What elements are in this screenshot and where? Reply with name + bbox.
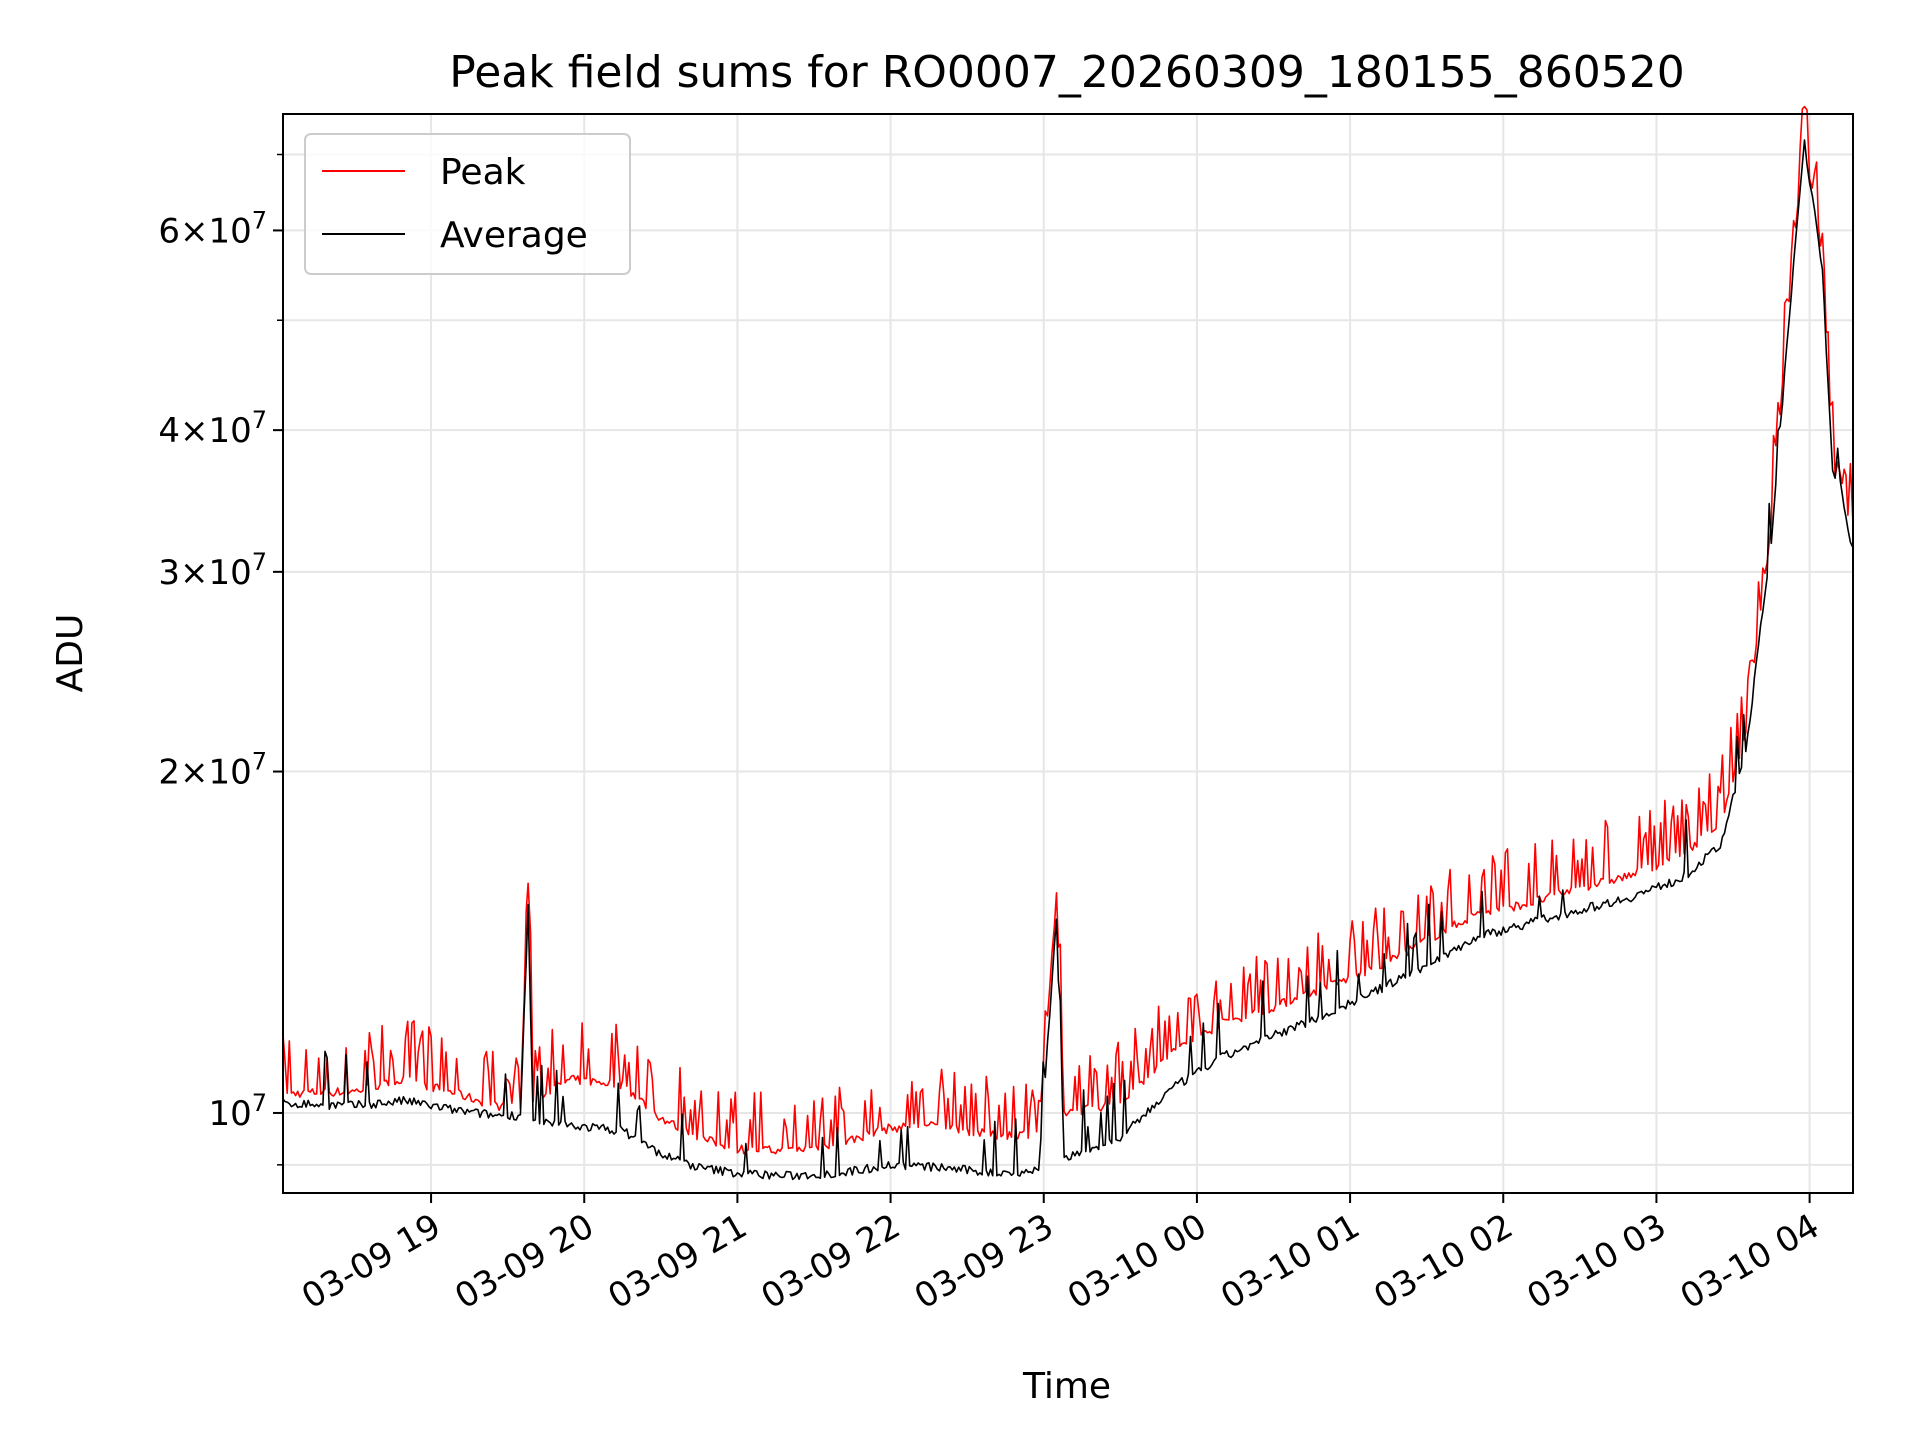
plot-frame (282, 113, 1854, 1194)
legend-box (304, 133, 631, 275)
x-tick-label: 03-09 22 (755, 1206, 907, 1317)
legend-label: Average (440, 215, 588, 256)
x-tick-label: 03-09 23 (908, 1206, 1060, 1317)
series-line-average (282, 139, 1854, 1181)
axes: 03-09 19 03-09 20 03-09 21 03-09 22 03-09 23… (158, 113, 1854, 1317)
y-tick-label: 107 (208, 1089, 267, 1134)
x-tick-label: 03-09 20 (448, 1206, 600, 1317)
series-layer (282, 105, 1854, 1181)
x-axis-label: Time (1022, 1366, 1111, 1407)
y-tick-label: 2×107 (158, 748, 267, 793)
chart-title: Peak field sums for RO0007_20260309_1801… (449, 47, 1685, 98)
y-tick-label: 6×107 (158, 206, 267, 251)
x-tick-label: 03-10 02 (1367, 1206, 1519, 1317)
y-tick-label: 3×107 (158, 548, 267, 593)
x-tick-label: 03-09 21 (602, 1206, 754, 1317)
grid (283, 114, 1853, 1193)
x-tick-label: 03-10 01 (1214, 1206, 1366, 1317)
x-tick-label: 03-09 19 (295, 1206, 447, 1317)
x-tick-label: 03-10 03 (1521, 1206, 1673, 1317)
x-tick-label: 03-10 00 (1061, 1206, 1213, 1317)
x-tick-label: 03-10 04 (1674, 1206, 1826, 1317)
y-axis-label: ADU (50, 614, 91, 693)
legend: Peak Average (304, 133, 631, 275)
legend-label: Peak (440, 152, 526, 193)
y-tick-label: 4×107 (158, 406, 267, 451)
